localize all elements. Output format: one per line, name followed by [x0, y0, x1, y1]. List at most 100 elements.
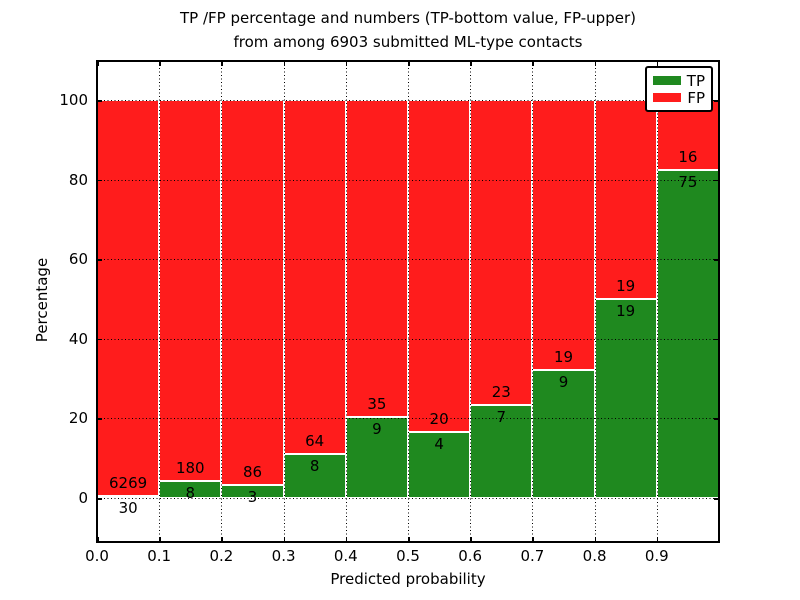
tp-bar-segment: [345, 416, 408, 498]
fp-count-label: 35: [367, 394, 387, 413]
h-gridline: [97, 498, 719, 499]
tp-count-label: 8: [309, 456, 320, 475]
fp-count-label: 86: [242, 462, 263, 481]
v-gridline: [532, 61, 534, 542]
y-tick-mark: [97, 259, 102, 261]
fp-bar-segment: [532, 100, 595, 371]
tp-count-label: 9: [558, 373, 569, 392]
tp-bar-segment: [656, 169, 719, 498]
legend-item-tp: TP: [653, 73, 705, 89]
x-tick-mark: [159, 537, 161, 542]
fp-bar-segment: [408, 100, 471, 432]
v-gridline: [408, 61, 409, 542]
h-gridline: [97, 179, 719, 181]
legend: TP FP: [645, 66, 713, 112]
x-tick-mark: [221, 537, 223, 542]
x-tick-label: 0.5: [396, 547, 420, 565]
fp-count-label: 19: [553, 348, 574, 367]
y-tick-mark: [97, 338, 102, 341]
fp-count-label: 20: [429, 409, 449, 428]
tp-count-label: 30: [118, 499, 138, 518]
y-tick-mark: [97, 179, 102, 182]
v-gridline: [594, 61, 596, 542]
tp-color-swatch-icon: [653, 76, 681, 85]
chart-title: TP /FP percentage and numbers (TP-bottom…: [97, 6, 719, 54]
x-tick-mark: [470, 61, 472, 66]
y-tick-label: 60: [68, 250, 88, 269]
x-tick-mark: [97, 61, 99, 66]
tp-count-label: 75: [678, 172, 698, 191]
y-tick-label: 20: [68, 409, 88, 428]
tp-count-label: 7: [496, 408, 507, 427]
x-tick-mark: [345, 537, 348, 542]
fp-count-label: 180: [175, 459, 205, 478]
y-tick-mark: [714, 418, 719, 420]
tp-bar-segment: [594, 299, 657, 498]
x-axis-label: Predicted probability: [330, 570, 486, 588]
x-tick-mark: [408, 61, 410, 66]
x-tick-mark: [408, 537, 410, 542]
y-tick-label: 0: [78, 489, 88, 507]
x-tick-mark: [532, 61, 534, 66]
fp-bar-segment: [470, 100, 533, 406]
x-tick-mark: [594, 537, 597, 542]
x-tick-mark: [656, 61, 659, 66]
tp-count-label: 4: [434, 434, 444, 453]
v-gridline: [221, 61, 223, 542]
fp-count-label: 6269: [109, 474, 148, 493]
v-gridline: [656, 61, 658, 542]
tp-count-label: 19: [616, 302, 636, 320]
tp-bar-segment: [470, 405, 533, 498]
legend-label-fp: FP: [687, 88, 705, 107]
x-tick-label: 0.6: [458, 547, 483, 565]
y-tick-mark: [714, 259, 719, 261]
fp-count-label: 16: [678, 147, 698, 166]
x-tick-mark: [345, 61, 348, 66]
x-tick-mark: [221, 61, 223, 66]
legend-label-tp: TP: [686, 71, 705, 90]
y-tick-mark: [97, 498, 102, 500]
chart-title-line2: from among 6903 submitted ML-type contac…: [233, 33, 583, 51]
plot-area: 6269 30 180 8 86 3 64 8 35 9 20 4 23 7 19 9 19 19 16 75: [96, 60, 720, 543]
chart-title-line1: TP /FP percentage and numbers (TP-bottom…: [180, 9, 636, 27]
y-tick-label: 80: [68, 170, 88, 189]
h-gridline: [97, 259, 719, 261]
x-tick-label: 0.2: [209, 547, 234, 565]
fp-bar-segment: [159, 100, 222, 482]
fp-bar-segment: [97, 100, 160, 497]
fp-count-label: 64: [305, 431, 325, 450]
v-gridline: [470, 61, 472, 542]
x-tick-mark: [283, 61, 286, 66]
x-tick-label: 0.3: [271, 547, 296, 565]
v-gridline: [159, 61, 161, 542]
v-gridline: [283, 61, 285, 542]
x-tick-label: 0.9: [644, 547, 669, 565]
tp-count-label: 8: [185, 484, 196, 503]
x-tick-label: 0.7: [520, 547, 545, 565]
x-tick-label: 0.8: [582, 547, 607, 565]
fp-bar-segment: [594, 100, 657, 299]
tp-count-label: 3: [247, 487, 258, 506]
tp-bar-segment: [532, 370, 595, 498]
tp-count-label: 9: [372, 419, 382, 438]
x-tick-label: 0.0: [85, 547, 109, 565]
tp-bar-segment: [408, 431, 471, 498]
fp-bar-segment: [221, 100, 284, 485]
x-tick-mark: [283, 537, 286, 542]
fp-color-swatch-icon: [653, 93, 681, 102]
fp-count-label: 23: [491, 383, 511, 402]
x-tick-mark: [594, 61, 597, 66]
x-tick-mark: [159, 61, 161, 66]
x-tick-mark: [470, 537, 472, 542]
h-gridline: [97, 418, 719, 420]
legend-item-fp: FP: [653, 90, 705, 106]
y-tick-mark: [97, 418, 102, 420]
h-gridline: [97, 100, 719, 101]
x-tick-mark: [656, 537, 659, 542]
y-tick-mark: [97, 100, 102, 102]
y-tick-mark: [714, 498, 719, 500]
y-tick-mark: [714, 100, 719, 102]
x-tick-label: 0.4: [333, 547, 358, 565]
y-tick-mark: [714, 338, 719, 341]
x-tick-mark: [97, 537, 99, 542]
